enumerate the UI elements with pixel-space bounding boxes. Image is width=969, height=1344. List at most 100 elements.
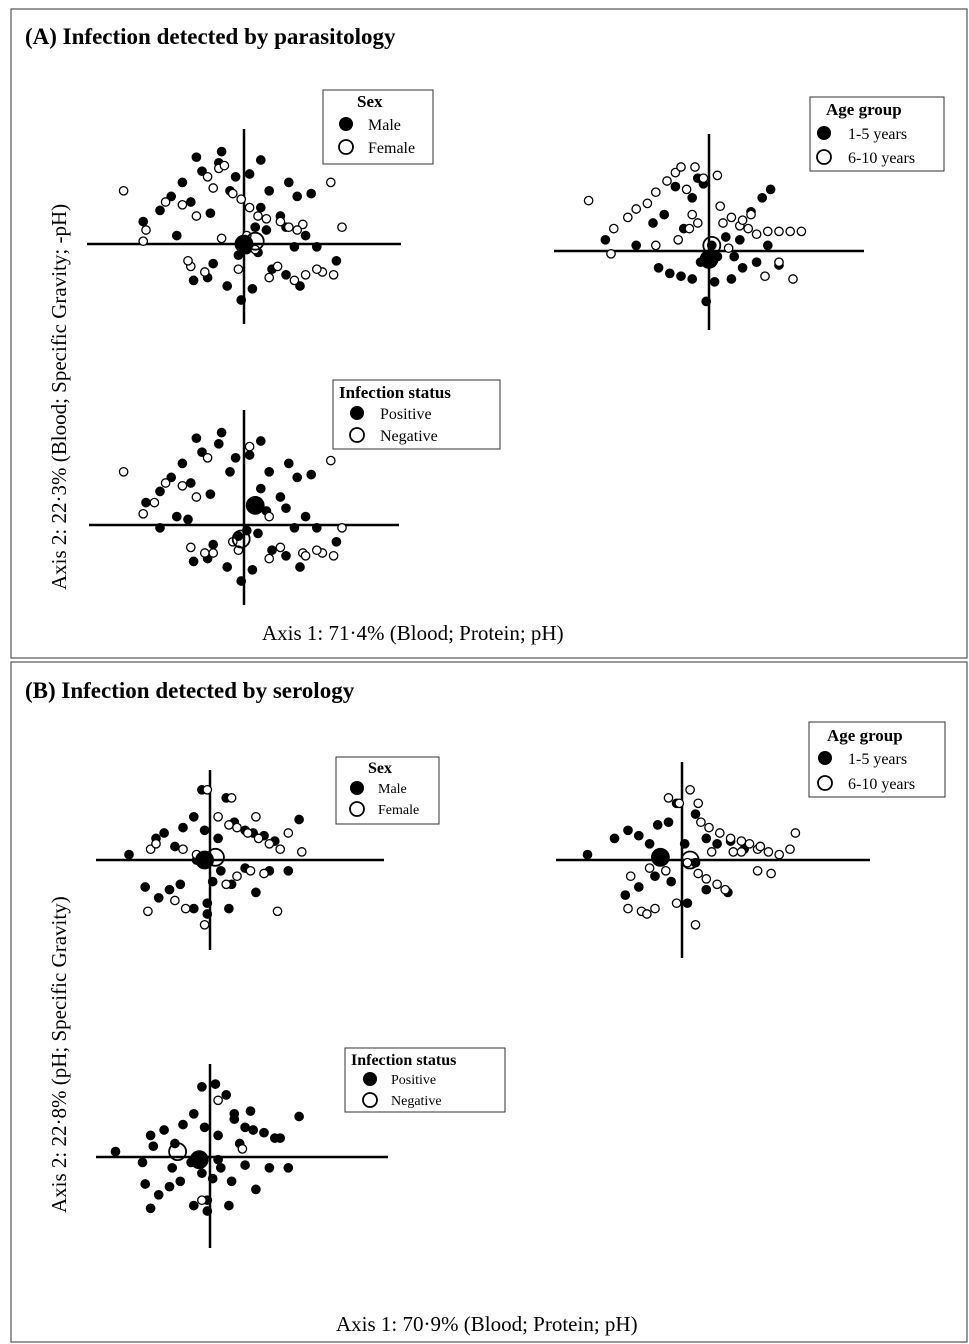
data-point-open (631, 204, 642, 214)
data-point-filled (289, 241, 300, 252)
data-point-open (143, 906, 153, 917)
data-point-filled (148, 1141, 159, 1152)
legend-age-b: Age group 1-5 years 6-10 years (808, 721, 946, 798)
data-point-open (762, 226, 773, 237)
data-point-open (774, 226, 784, 237)
legend-filled-marker (350, 781, 364, 795)
data-point-filled (202, 898, 213, 909)
legend-open-label: 6-10 years (848, 150, 915, 167)
panel-a-frame (10, 8, 968, 659)
data-point-open (743, 223, 754, 234)
data-point-filled (283, 865, 294, 876)
data-point-filled (264, 1162, 275, 1173)
data-point-filled (199, 1122, 210, 1133)
data-point-open (199, 267, 210, 277)
data-point-open (712, 879, 722, 890)
data-point-open (138, 508, 149, 519)
legend-filled-label: Positive (380, 406, 432, 423)
data-point-open (226, 793, 237, 803)
data-point-open (760, 271, 770, 282)
data-point-open (690, 919, 701, 930)
data-point-filled (267, 545, 277, 556)
data-point-filled (188, 1108, 199, 1119)
data-point-filled (213, 833, 223, 844)
data-point-open (676, 162, 686, 172)
data-point-open (337, 522, 347, 533)
panel-b-xlabel: Axis 1: 70·9% (Blood; Protein; pH) (336, 1312, 638, 1336)
data-point-filled (141, 497, 151, 508)
data-point-filled (199, 825, 210, 836)
data-point-filled (230, 452, 241, 463)
legend-title: Age group (827, 726, 903, 745)
legend-open-marker (338, 139, 354, 155)
data-point-filled (153, 892, 164, 903)
data-point-filled (233, 531, 244, 542)
data-point-filled (166, 191, 177, 202)
data-point-filled (197, 1168, 207, 1179)
data-point-filled (609, 833, 620, 844)
data-point-open (180, 903, 191, 914)
data-point-open (233, 264, 244, 275)
data-point-filled (253, 528, 263, 539)
data-point-filled (295, 281, 305, 291)
data-point-filled (701, 833, 712, 844)
data-point-filled (275, 1133, 286, 1143)
legend-infection-b: Infection status Positive Negative (344, 1047, 506, 1113)
data-point-open (670, 167, 681, 178)
scatter-subplot-2 (554, 134, 864, 330)
data-point-filled (245, 1106, 256, 1116)
data-point-open (774, 257, 784, 268)
data-point-filled (208, 539, 219, 550)
legend-open-label: Female (368, 140, 415, 157)
data-point-open (583, 195, 594, 206)
legend-open-marker (816, 149, 832, 165)
data-point-open (118, 466, 129, 477)
data-point-open (244, 441, 255, 452)
data-point-filled (207, 1173, 218, 1184)
data-point-filled (205, 489, 216, 500)
data-point-filled (331, 536, 342, 547)
data-point-filled (197, 166, 207, 177)
legend-title: Sex (357, 92, 383, 111)
data-point-open (202, 452, 213, 463)
data-point-filled (140, 1179, 151, 1189)
data-point-filled (164, 1181, 175, 1192)
data-point-filled (247, 283, 258, 294)
data-point-open (213, 1095, 223, 1106)
data-point-open (728, 847, 739, 857)
data-point-filled (175, 1176, 186, 1187)
centroid-open (231, 529, 251, 549)
data-point-filled (751, 257, 762, 268)
data-point-open (138, 236, 149, 247)
data-point-open (272, 261, 283, 272)
data-point-open (608, 223, 619, 234)
data-point-open (297, 219, 308, 230)
data-point-open (151, 838, 161, 849)
data-point-filled (230, 171, 241, 182)
centroid-open (205, 847, 225, 867)
data-point-open (690, 162, 700, 172)
data-point-open (253, 211, 263, 221)
data-point-filled (170, 841, 180, 852)
data-point-open (202, 171, 213, 182)
data-point-filled (164, 884, 175, 895)
data-point-open (289, 275, 300, 286)
data-point-filled (664, 268, 675, 279)
data-point-filled (155, 522, 165, 533)
data-point-filled (183, 514, 193, 525)
legend-title: Sex (368, 760, 392, 777)
data-point-filled (110, 1146, 121, 1157)
legend-filled-label: Male (368, 117, 401, 134)
data-point-open (170, 895, 180, 906)
data-point-open (696, 817, 706, 828)
data-point-filled (188, 275, 199, 286)
data-point-filled (216, 427, 227, 438)
legend-filled-marker (817, 126, 831, 140)
data-point-filled (737, 262, 748, 273)
centroid-open (702, 235, 722, 255)
data-point-filled (213, 1154, 223, 1165)
data-point-open (723, 243, 734, 254)
data-point-filled (244, 169, 255, 179)
data-point-filled (188, 556, 199, 567)
legend-filled-label: 1-5 years (848, 751, 907, 768)
